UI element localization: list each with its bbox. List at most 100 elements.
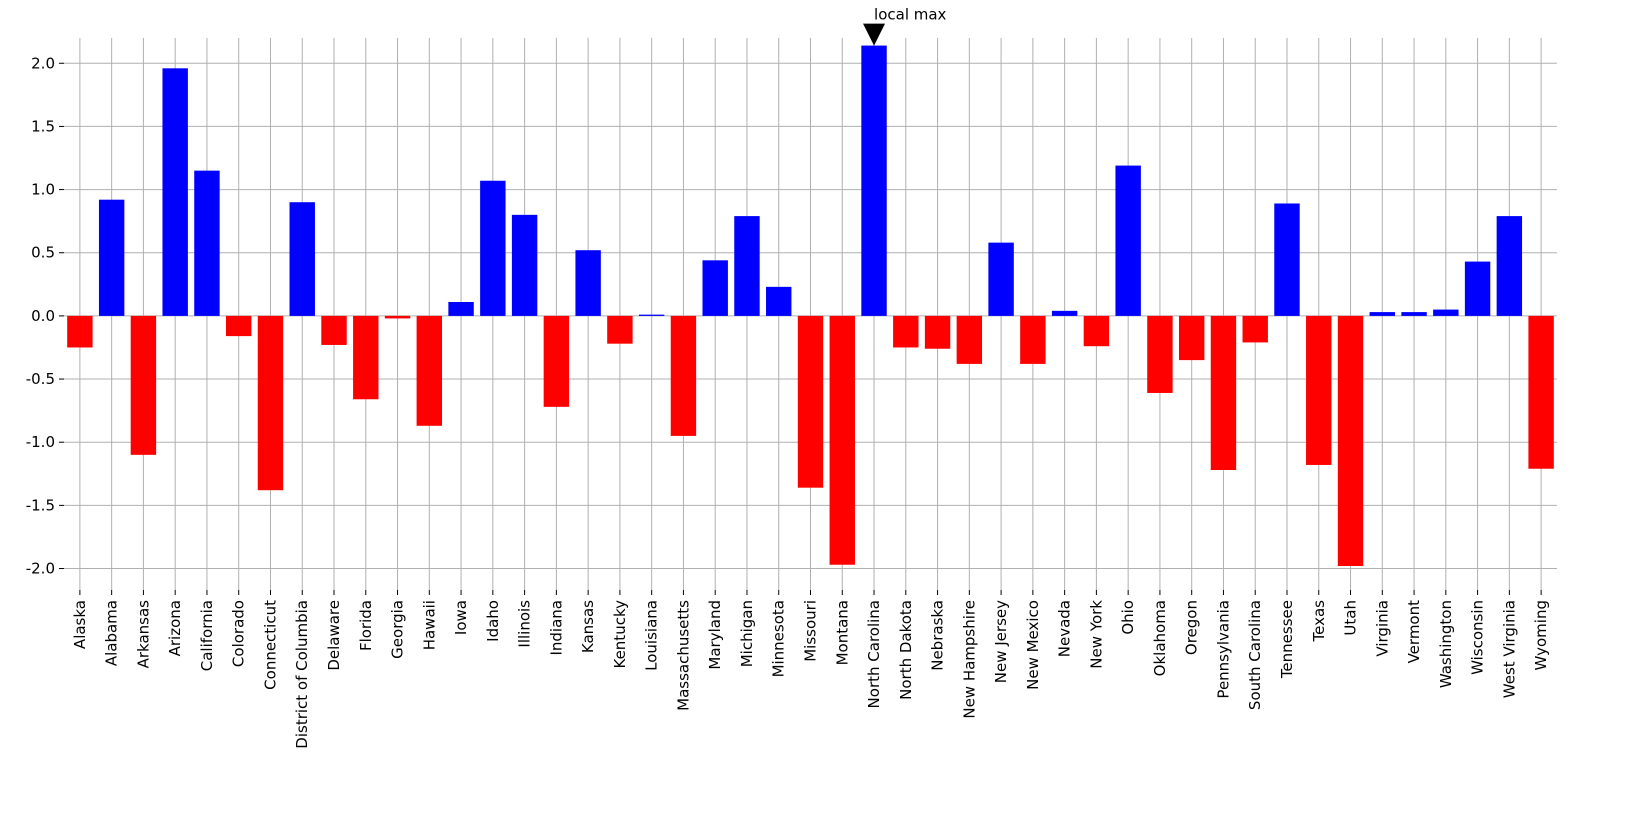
x-tick-label: Delaware xyxy=(325,600,343,671)
x-tick-label: Nevada xyxy=(1056,600,1074,657)
y-tick-label: -0.5 xyxy=(26,370,55,388)
x-tick-label: Kentucky xyxy=(611,600,629,669)
bar xyxy=(480,180,506,316)
x-tick-label: Arkansas xyxy=(134,600,152,669)
bar xyxy=(1210,315,1237,470)
x-tick-label: Wyoming xyxy=(1532,600,1550,670)
x-tick-label: Texas xyxy=(1310,600,1328,643)
x-tick-label: Idaho xyxy=(484,600,502,642)
bar xyxy=(1115,165,1141,316)
x-tick-label: South Carolina xyxy=(1246,600,1264,710)
bar xyxy=(1051,310,1078,316)
x-tick-label: New Hampshire xyxy=(960,600,978,719)
bar xyxy=(956,315,983,364)
x-tick-label: Massachusetts xyxy=(674,600,692,711)
x-tick-label: New Jersey xyxy=(992,600,1010,683)
bar xyxy=(543,315,570,407)
x-tick-label: Indiana xyxy=(547,600,565,656)
bar xyxy=(448,302,474,316)
y-tick-label: 1.5 xyxy=(31,117,55,135)
x-tick-label: Connecticut xyxy=(261,600,279,690)
bar xyxy=(353,315,379,400)
bar xyxy=(638,314,665,316)
x-tick-label: Florida xyxy=(357,600,375,651)
x-tick-label: Utah xyxy=(1342,600,1360,636)
x-tick-label: North Carolina xyxy=(865,600,883,708)
x-tick-label: West Virginia xyxy=(1500,600,1518,698)
bar xyxy=(98,199,125,316)
x-tick-label: New York xyxy=(1087,600,1105,669)
x-tick-label: New Mexico xyxy=(1024,600,1042,690)
x-tick-label: Illinois xyxy=(516,600,534,648)
x-tick-label: Georgia xyxy=(389,600,407,659)
bar xyxy=(1433,309,1459,316)
x-tick-label: Tennessee xyxy=(1278,600,1296,679)
x-tick-label: Alaska xyxy=(71,600,89,649)
x-tick-label: Oklahoma xyxy=(1151,600,1169,676)
x-tick-label: Pennsylvania xyxy=(1214,600,1232,699)
bar xyxy=(670,315,697,436)
bar xyxy=(893,315,919,348)
y-tick-label: 0.5 xyxy=(31,244,55,262)
x-tick-label: Hawaii xyxy=(420,600,438,650)
bar xyxy=(416,315,443,426)
x-tick-label: Vermont xyxy=(1405,600,1423,664)
bar xyxy=(734,216,760,316)
annotation-marker xyxy=(863,23,886,46)
x-tick-label: Wisconsin xyxy=(1469,600,1487,675)
y-tick-label: 0.0 xyxy=(31,307,55,325)
x-tick-label: Minnesota xyxy=(770,600,788,677)
bar xyxy=(1147,315,1173,393)
x-tick-label: Louisiana xyxy=(643,600,661,671)
bar xyxy=(194,170,220,316)
x-tick-label: North Dakota xyxy=(897,600,915,700)
y-tick-label: -1.5 xyxy=(26,496,55,514)
bar xyxy=(226,315,252,337)
x-tick-label: Ohio xyxy=(1119,600,1137,635)
bar xyxy=(797,315,824,488)
bar xyxy=(829,315,855,565)
x-tick-label: Alabama xyxy=(103,600,121,666)
bar xyxy=(702,260,728,316)
x-tick-label: Montana xyxy=(833,600,851,665)
bar xyxy=(1496,216,1523,316)
x-tick-label: Virginia xyxy=(1373,600,1391,657)
x-tick-label: Washington xyxy=(1437,600,1455,688)
bar xyxy=(1178,315,1205,361)
x-tick-label: Kansas xyxy=(579,600,597,653)
x-tick-label: Iowa xyxy=(452,600,470,635)
bar xyxy=(1242,315,1268,343)
x-tick-label: Missouri xyxy=(802,600,820,662)
bar xyxy=(1020,315,1046,364)
x-tick-label: Nebraska xyxy=(929,600,947,671)
x-tick-label: Oregon xyxy=(1183,600,1201,655)
bar xyxy=(1083,315,1110,347)
bar xyxy=(130,315,157,455)
x-tick-label: District of Columbia xyxy=(293,600,311,749)
bar xyxy=(766,286,792,316)
bar xyxy=(1464,261,1491,316)
bar xyxy=(67,315,93,348)
y-tick-label: 2.0 xyxy=(31,54,55,72)
x-tick-label: Maryland xyxy=(706,600,724,670)
y-tick-label: 1.0 xyxy=(31,181,55,199)
bar xyxy=(1369,312,1395,316)
bar xyxy=(1401,312,1427,316)
bar xyxy=(511,214,538,316)
bar xyxy=(607,315,633,344)
bar xyxy=(162,68,188,316)
bar xyxy=(575,250,601,316)
bar xyxy=(861,45,887,316)
x-tick-label: Colorado xyxy=(230,600,248,667)
annotation: local max xyxy=(874,6,947,24)
x-tick-label: California xyxy=(198,600,216,671)
bar xyxy=(321,315,347,345)
bar xyxy=(289,202,315,316)
bar xyxy=(1306,315,1332,465)
bar xyxy=(384,315,411,319)
x-tick-label: Michigan xyxy=(738,600,756,667)
bar xyxy=(1528,315,1554,469)
bar xyxy=(1274,203,1300,316)
x-tick-label: Arizona xyxy=(166,600,184,656)
